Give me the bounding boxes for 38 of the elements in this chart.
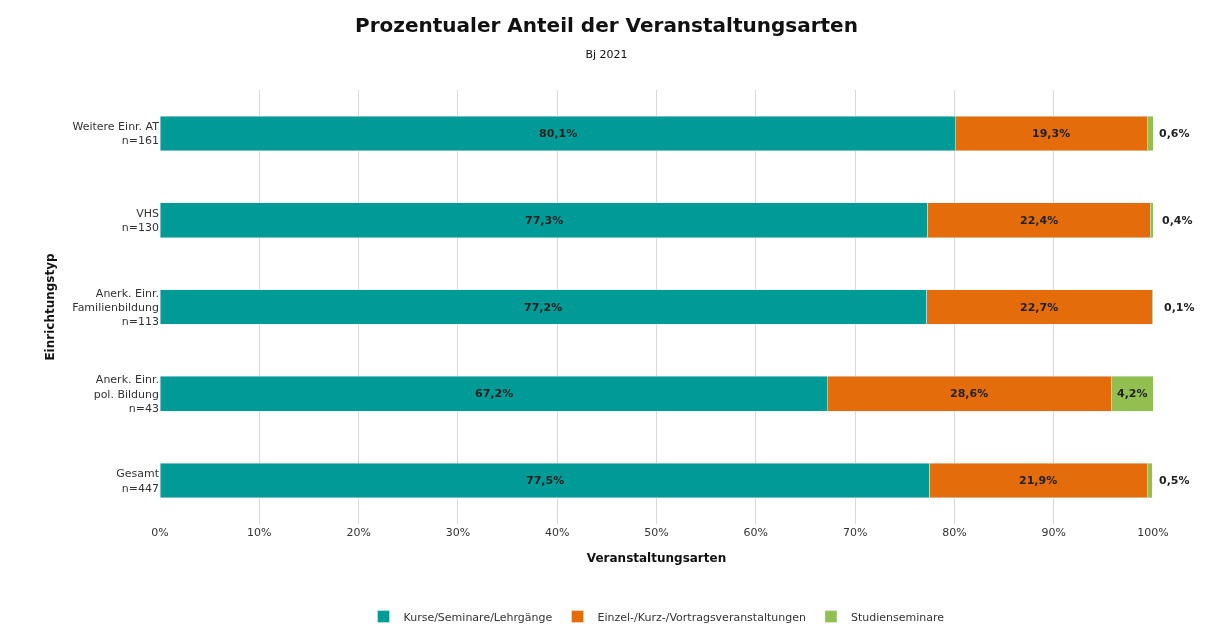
legend-label: Einzel-/Kurz-/Vortragsveranstaltungen: [597, 610, 806, 624]
data-label: 0,5%: [1159, 474, 1190, 487]
data-label: 0,6%: [1159, 127, 1190, 140]
data-label: 77,2%: [524, 301, 563, 314]
legend-label: Studienseminare: [850, 610, 945, 624]
chart-title: Prozentualer Anteil der Veranstaltungsarten: [355, 13, 858, 38]
x-tick-label: 50%: [644, 526, 669, 539]
data-label: 0,1%: [1164, 301, 1195, 314]
x-tick-label: 90%: [1041, 526, 1066, 539]
data-label: 77,3%: [525, 214, 564, 227]
y-tick-label: VHS n=130: [121, 206, 160, 235]
x-tick-label: 20%: [346, 526, 371, 539]
x-tick-label: 40%: [544, 526, 570, 539]
y-tick-label: Weitere Einr. AT n=161: [72, 120, 160, 148]
x-tick-label: 0%: [151, 526, 169, 539]
legend-label: Kurse/Seminare/Lehrgänge: [403, 610, 553, 624]
data-label: 22,7%: [1020, 301, 1059, 314]
y-tick-label: Anerk. Einr. Familienbildung n=113: [72, 286, 159, 329]
x-tick-label: 30%: [445, 526, 471, 539]
data-label: 21,9%: [1019, 474, 1058, 487]
data-label: 0,4%: [1162, 214, 1193, 227]
data-label: 28,6%: [950, 387, 989, 400]
chart-subtitle: Bj 2021: [585, 48, 628, 62]
y-tick-label: Anerk. Einr. pol. Bildung n=43: [93, 373, 159, 415]
y-tick-label: Gesamt n=447: [116, 467, 160, 495]
data-label: 19,3%: [1032, 127, 1071, 140]
x-tick-label: 70%: [842, 526, 868, 539]
data-label: 22,4%: [1020, 214, 1059, 227]
data-label: 4,2%: [1117, 387, 1148, 400]
y-axis-title: Einrichtungstyp: [42, 252, 57, 361]
x-tick-label: 10%: [247, 526, 272, 539]
data-label: 77,5%: [526, 474, 565, 487]
x-axis-title: Veranstaltungsarten: [586, 550, 727, 565]
x-tick-label: 100%: [1137, 526, 1169, 539]
x-tick-label: 60%: [743, 526, 769, 539]
x-tick-label: 80%: [942, 526, 967, 539]
data-label: 67,2%: [475, 387, 514, 400]
data-label: 80,1%: [539, 127, 578, 140]
